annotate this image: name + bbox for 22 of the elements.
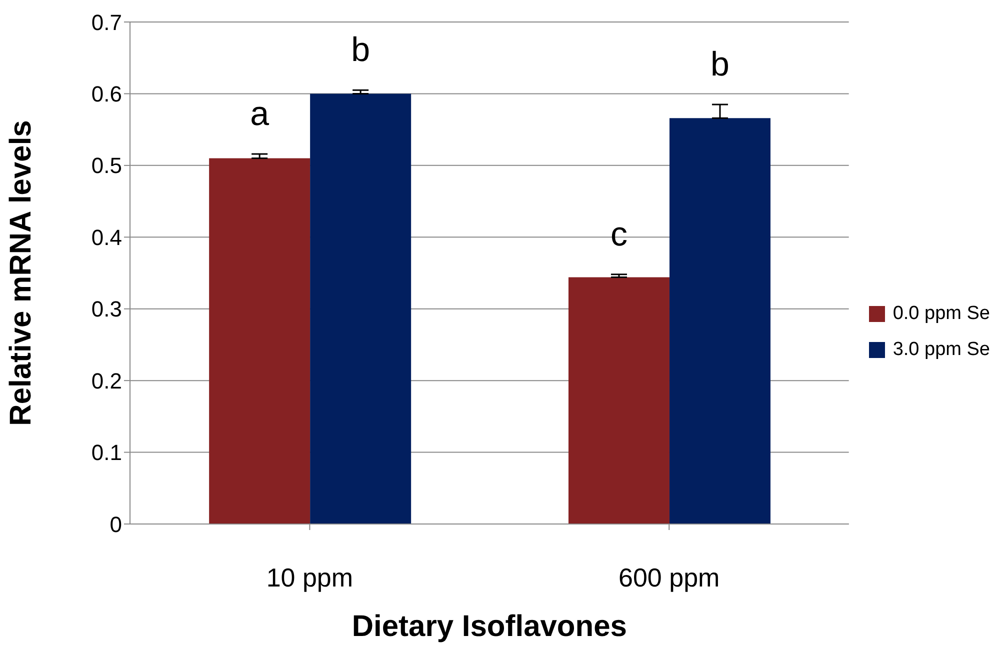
bar xyxy=(669,118,770,524)
annotation: a xyxy=(250,94,270,133)
y-tick-label: 0.7 xyxy=(91,10,122,35)
y-tick-label: 0.4 xyxy=(91,224,122,250)
y-tick-label: 0.5 xyxy=(91,153,122,178)
bar xyxy=(568,277,670,524)
y-tick-label: 0.1 xyxy=(91,440,122,466)
x-axis-title: Dietary Isoflavones xyxy=(352,610,627,643)
y-tick-label: 0 xyxy=(110,512,122,537)
x-tick-label: 600 ppm xyxy=(618,562,720,592)
legend-label: 3.0 ppm Se xyxy=(892,339,990,361)
annotation: c xyxy=(610,215,628,254)
y-tick-label: 0.2 xyxy=(91,368,122,394)
y-tick-label: 0.6 xyxy=(91,82,122,107)
legend-label: 0.0 ppm Se xyxy=(892,303,990,325)
annotation: b xyxy=(710,45,730,84)
annotation: b xyxy=(351,31,370,70)
bar xyxy=(209,158,310,524)
x-tick-label: 10 ppm xyxy=(266,562,354,592)
y-tick-label: 0.3 xyxy=(91,296,122,322)
bar xyxy=(310,94,412,524)
y-axis-title: Relative mRNA levels xyxy=(4,120,38,426)
